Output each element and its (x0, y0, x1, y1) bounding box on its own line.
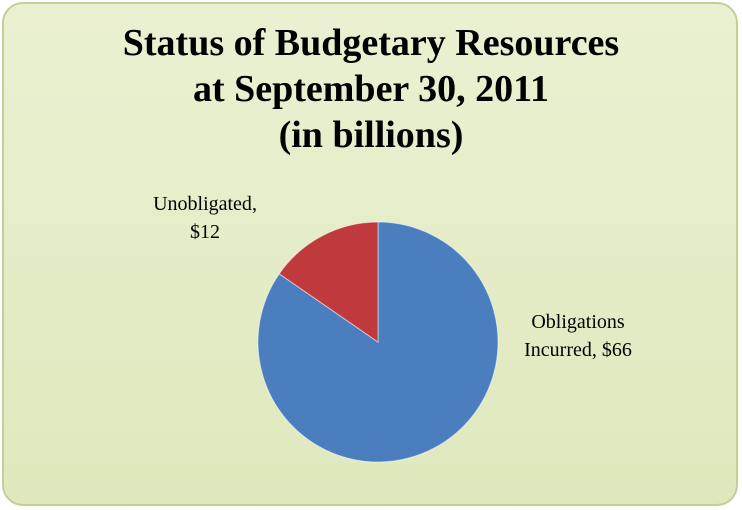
slice-label: Unobligated $12 (130, 190, 280, 246)
slice-value-label: $66 (601, 339, 632, 361)
chart-title: Status of Budgetary Resources at Septemb… (122, 22, 620, 156)
pie-slice (278, 221, 379, 343)
slice-value-label: $12 (190, 221, 220, 243)
slice-category: Unobligated (153, 193, 257, 215)
pie (257, 221, 499, 463)
pie-slice (257, 221, 499, 463)
slice-label: Obligations Incurred $66 (498, 308, 658, 364)
